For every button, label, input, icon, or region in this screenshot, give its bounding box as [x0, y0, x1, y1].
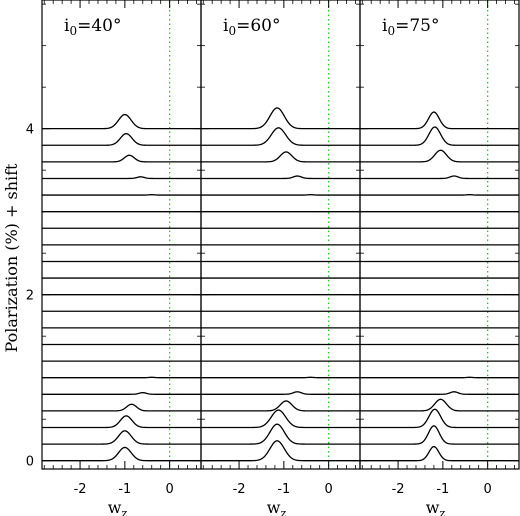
panel-label: i0=40° [64, 16, 121, 38]
curve-5 [201, 391, 360, 395]
x-tick-label: -2 [233, 482, 246, 497]
curve-1 [201, 440, 360, 462]
curve-2 [201, 423, 360, 445]
panel-3: -2 -1 0 wz i0=75° [359, 0, 520, 516]
curve-4 [201, 400, 360, 412]
curve-2 [42, 430, 201, 445]
panel-2: -2 -1 0 wz i0=60° [200, 0, 361, 516]
panels-layer: -2 -1 0 wz i0=40° 0 2 4 -2 -1 0 wz i0=60° -2 -1 0 wz i0=7… [26, 0, 520, 516]
curve-21 [360, 111, 519, 130]
panel-frame [41, 0, 202, 470]
x-tick-label: -2 [392, 482, 405, 497]
curve-18 [201, 175, 360, 180]
curve-19 [42, 154, 201, 163]
x-axis-title: wz [267, 498, 287, 516]
curve-5 [360, 391, 519, 395]
panel-label: i0=75° [382, 16, 439, 38]
curve-5 [42, 391, 201, 395]
panel-frame [359, 0, 520, 470]
panel-label: i0=60° [223, 16, 280, 38]
curve-18 [360, 175, 519, 180]
x-tick-label: 0 [166, 482, 174, 497]
x-axis-title: wz [108, 498, 128, 516]
curve-3 [360, 408, 519, 429]
curve-20 [42, 133, 201, 146]
curve-20 [201, 127, 360, 146]
panel-1: -2 -1 0 wz i0=40° 0 2 4 [26, 0, 202, 516]
curve-21 [42, 113, 201, 130]
curve-18 [42, 176, 201, 180]
y-tick-label: 4 [26, 123, 34, 138]
x-tick-label: 0 [484, 482, 492, 497]
curve-4 [360, 398, 519, 412]
curve-3 [201, 409, 360, 429]
curve-1 [42, 446, 201, 462]
curve-3 [42, 415, 201, 429]
curve-1 [360, 445, 519, 462]
x-tick-label: -1 [436, 482, 449, 497]
x-tick-label: -1 [277, 482, 290, 497]
curve-21 [201, 107, 360, 130]
curve-4 [42, 403, 201, 412]
curve-19 [360, 149, 519, 163]
x-axis-title: wz [426, 498, 446, 516]
y-axis-title-text: Polarization (%) + shift [2, 163, 21, 353]
x-tick-label: 0 [325, 482, 333, 497]
curve-20 [360, 126, 519, 146]
y-axis-title: Polarization (%) + shift [2, 163, 21, 353]
x-tick-label: -2 [74, 482, 87, 497]
curve-2 [360, 425, 519, 445]
y-tick-label: 0 [26, 455, 34, 470]
y-tick-label: 2 [26, 289, 34, 304]
x-tick-label: -1 [118, 482, 131, 497]
curve-19 [201, 151, 360, 163]
panel-frame [200, 0, 361, 470]
